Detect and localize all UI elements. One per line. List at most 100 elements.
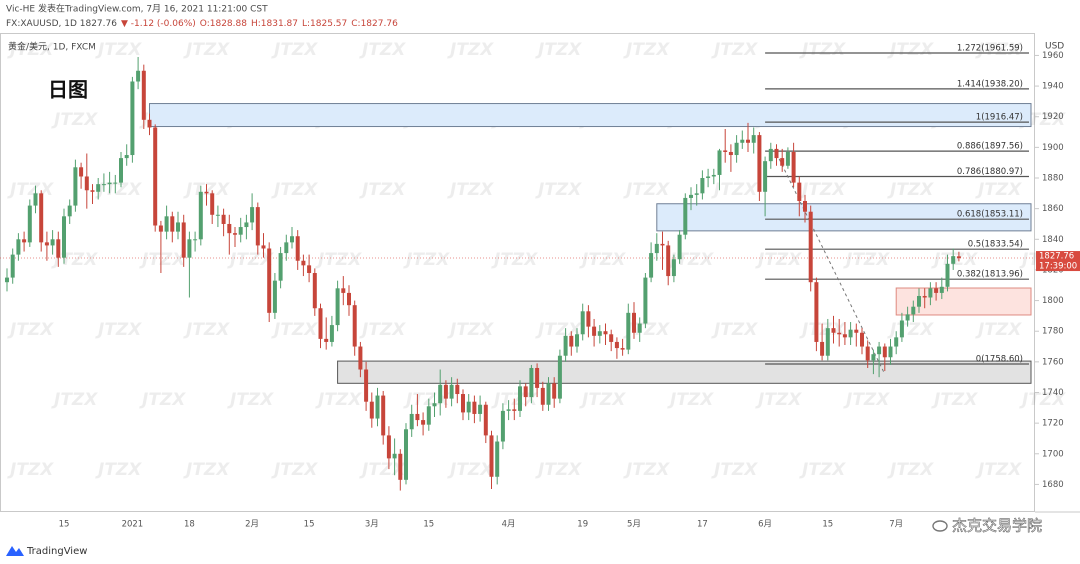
- candle-body: [848, 329, 853, 338]
- watermark: JTZX: [887, 320, 934, 340]
- candle-body: [820, 341, 825, 356]
- watermark: JTZX: [271, 40, 318, 60]
- watermark: JTZX: [975, 460, 1022, 480]
- watermark: JTZX: [887, 180, 934, 200]
- y-tick-label: 1700: [1042, 449, 1064, 459]
- footer-left: TradingView: [26, 546, 87, 557]
- candle-body: [803, 200, 807, 212]
- annotation: 日图: [48, 78, 88, 102]
- y-tick-label: 1880: [1042, 174, 1064, 184]
- candle-body: [706, 176, 711, 179]
- candle-body: [956, 256, 961, 259]
- candle-body: [478, 404, 483, 414]
- candle-body: [295, 236, 300, 261]
- candle-body: [797, 182, 802, 201]
- candle-body: [312, 273, 317, 309]
- candle-body: [660, 243, 665, 246]
- candle-body: [341, 288, 346, 293]
- watermark: JTZX: [403, 250, 450, 270]
- candle-body: [683, 197, 688, 235]
- candle-body: [500, 410, 505, 442]
- price-tag-value: 1827.76: [1039, 252, 1074, 262]
- candle-body: [426, 406, 431, 425]
- candle-body: [449, 384, 454, 399]
- watermark: JTZX: [51, 110, 98, 130]
- watermark: JTZX: [931, 390, 978, 410]
- x-tick-label: 3月: [365, 520, 379, 530]
- watermark: JTZX: [359, 180, 406, 200]
- y-tick-label: 1680: [1042, 480, 1064, 490]
- watermark: JTZX: [315, 250, 362, 270]
- candle-body: [603, 331, 608, 335]
- candle-body: [466, 401, 471, 413]
- watermark: JTZX: [447, 460, 494, 480]
- candle-body: [290, 236, 294, 243]
- candle-body: [375, 395, 380, 419]
- candle-body: [432, 403, 437, 407]
- x-tick-label: 5月: [627, 520, 641, 530]
- candle-body: [187, 239, 192, 258]
- candle-body: [934, 288, 939, 293]
- footer-right: 杰克交易学院: [952, 517, 1042, 535]
- candle-body: [899, 320, 904, 338]
- candle-body: [860, 332, 864, 347]
- candle-body: [284, 242, 289, 254]
- candle-body: [324, 338, 329, 342]
- watermark: JTZX: [95, 320, 142, 340]
- y-tick-label: 1920: [1042, 112, 1064, 122]
- watermark: JTZX: [711, 320, 758, 340]
- watermark: JTZX: [975, 320, 1022, 340]
- watermark: JTZX: [491, 250, 538, 270]
- logo-icon: [6, 546, 24, 556]
- watermark: JTZX: [403, 390, 450, 410]
- candle-body: [637, 323, 642, 333]
- watermark: JTZX: [7, 460, 54, 480]
- watermark: JTZX: [271, 320, 318, 340]
- watermark: JTZX: [271, 180, 318, 200]
- candle-body: [831, 328, 836, 333]
- candle-body: [392, 453, 397, 459]
- candle-body: [96, 184, 101, 192]
- candle-body: [723, 150, 728, 152]
- candle-body: [210, 193, 215, 215]
- y-tick-label: 1760: [1042, 357, 1064, 367]
- watermark: JTZX: [711, 40, 758, 60]
- watermark: JTZX: [887, 460, 934, 480]
- candle-body: [780, 158, 785, 166]
- candle-body: [233, 233, 237, 235]
- candle-body: [905, 314, 910, 321]
- candle-body: [666, 245, 671, 277]
- candle-body: [649, 253, 654, 278]
- candle-body: [951, 256, 956, 264]
- candle-body: [101, 184, 106, 186]
- watermark: JTZX: [1019, 390, 1066, 410]
- candle-body: [632, 312, 636, 333]
- candle-body: [39, 193, 44, 243]
- candle-body: [751, 135, 756, 143]
- candle-body: [267, 248, 272, 313]
- watermark: JTZX: [843, 390, 890, 410]
- candle-body: [73, 167, 78, 206]
- candle-body: [894, 337, 899, 347]
- y-unit: USD: [1045, 42, 1064, 52]
- candle-body: [204, 191, 209, 194]
- fib-label: 0.618(1853.11): [957, 210, 1023, 220]
- candle-body: [84, 176, 89, 191]
- quote-value: O:1828.88: [200, 19, 247, 29]
- candle-body: [164, 216, 169, 232]
- candle-body: [5, 277, 9, 283]
- candle-body: [740, 139, 745, 143]
- candle-body: [113, 182, 118, 184]
- candle-body: [495, 441, 500, 477]
- x-tick-label: 15: [304, 520, 315, 530]
- candle-body: [56, 239, 61, 258]
- candle-body: [124, 155, 129, 159]
- watermark: JTZX: [7, 180, 54, 200]
- candle-body: [90, 190, 95, 192]
- candle-body: [483, 404, 488, 436]
- candle-body: [153, 127, 158, 226]
- candle-body: [552, 383, 557, 399]
- watermark: JTZX: [447, 40, 494, 60]
